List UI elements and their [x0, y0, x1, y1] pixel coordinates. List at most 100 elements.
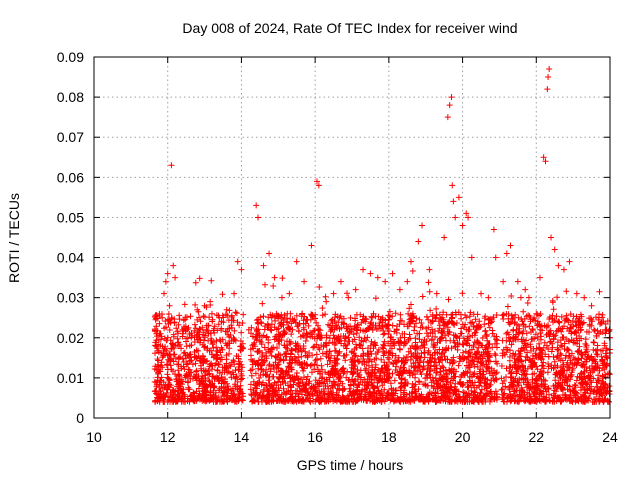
data-point: [179, 326, 186, 333]
data-point: [208, 310, 215, 317]
data-point: [159, 314, 166, 321]
data-point: [245, 326, 252, 333]
data-point: [581, 294, 588, 301]
data-point: [450, 198, 457, 205]
data-point: [566, 258, 573, 265]
data-point: [389, 270, 396, 277]
x-tick-label: 10: [86, 429, 102, 445]
x-tick-label: 18: [381, 429, 397, 445]
y-tick-label: 0.06: [57, 169, 84, 185]
data-point: [459, 222, 466, 229]
data-point: [407, 258, 414, 265]
data-point: [492, 254, 499, 261]
data-point: [223, 306, 230, 313]
plot-frame: [93, 56, 611, 419]
data-point: [323, 298, 330, 305]
data-point: [337, 278, 344, 285]
data-point: [588, 302, 595, 309]
y-tick-label: 0.09: [57, 49, 84, 65]
data-point: [446, 102, 453, 109]
grid-lines: [94, 57, 610, 418]
data-point: [170, 262, 177, 269]
data-point: [153, 366, 160, 373]
data-point: [551, 246, 558, 253]
data-point: [352, 286, 359, 293]
data-point: [525, 294, 532, 301]
y-tick-label: 0.05: [57, 209, 84, 225]
data-point: [449, 182, 456, 189]
data-point: [231, 290, 238, 297]
data-point: [555, 262, 562, 269]
data-point: [426, 266, 433, 273]
data-point: [293, 258, 300, 265]
data-point: [490, 226, 497, 233]
data-point: [382, 278, 389, 285]
data-point: [455, 194, 462, 201]
y-tick-label: 0.03: [57, 290, 84, 306]
data-point: [313, 178, 320, 185]
data-point: [548, 234, 555, 241]
data-point: [216, 314, 223, 321]
data-points: [151, 66, 613, 405]
data-point: [396, 286, 403, 293]
x-tick-label: 20: [455, 429, 471, 445]
data-point: [168, 162, 175, 169]
data-point: [404, 278, 411, 285]
data-point: [266, 250, 273, 257]
data-point: [238, 266, 245, 273]
data-point: [560, 266, 567, 273]
data-point: [503, 250, 510, 257]
data-point: [444, 114, 451, 121]
data-point: [545, 74, 552, 81]
data-point: [522, 286, 529, 293]
data-point: [374, 274, 381, 281]
data-point: [286, 290, 293, 297]
chart-title: Day 008 of 2024, Rate Of TEC Index for r…: [182, 20, 517, 36]
data-point: [234, 258, 241, 265]
y-tick-label: 0.01: [57, 370, 84, 386]
x-tick-label: 14: [234, 429, 250, 445]
data-point: [194, 306, 201, 313]
data-point: [507, 242, 514, 249]
data-point: [330, 290, 337, 297]
data-point: [573, 290, 580, 297]
y-tick-label: 0.02: [57, 330, 84, 346]
data-point: [468, 254, 475, 261]
data-point: [166, 302, 173, 309]
data-point: [271, 274, 278, 281]
data-point: [360, 266, 367, 273]
data-point: [595, 314, 602, 321]
data-point: [441, 234, 448, 241]
data-point: [500, 278, 507, 285]
data-point: [533, 310, 540, 317]
data-point: [260, 262, 267, 269]
data-point: [162, 278, 169, 285]
data-point: [186, 342, 193, 349]
data-points-cloud: [151, 268, 613, 405]
data-point: [308, 242, 315, 249]
data-point: [367, 270, 374, 277]
data-point: [514, 278, 521, 285]
axis-ticks: 10 12 14 16 18 20 22 24 0 0.01 0.02 0.03 0.04 0.05 0.0…: [57, 49, 618, 445]
data-point: [603, 326, 610, 333]
data-point: [161, 290, 168, 297]
data-point: [463, 210, 470, 217]
data-point: [546, 66, 553, 73]
y-tick-label: 0: [76, 410, 84, 426]
data-point: [255, 214, 262, 221]
data-point: [415, 238, 422, 245]
data-point: [485, 294, 492, 301]
data-point: [452, 214, 459, 221]
y-tick-label: 0.07: [57, 129, 84, 145]
data-point: [345, 294, 352, 301]
data-point: [278, 294, 285, 301]
data-point: [419, 222, 426, 229]
x-tick-label: 12: [160, 429, 176, 445]
data-point: [172, 274, 179, 281]
y-axis-label: ROTI / TECUs: [6, 193, 22, 283]
data-point: [175, 354, 182, 361]
data-point: [465, 214, 472, 221]
data-point: [478, 290, 484, 297]
